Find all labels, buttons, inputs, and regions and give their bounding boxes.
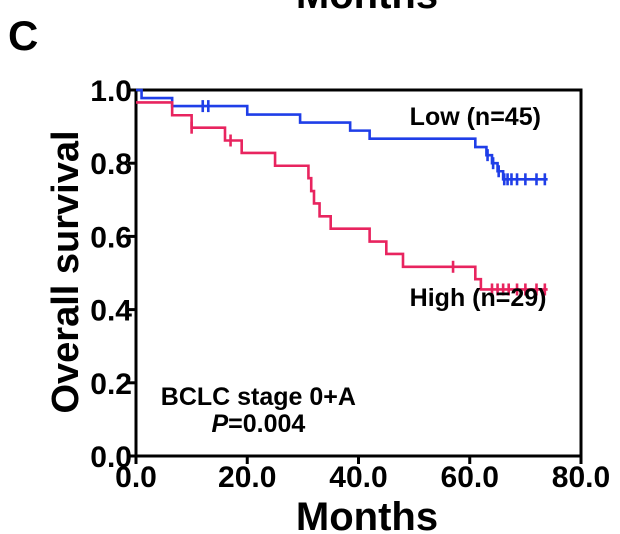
x-tick-label: 60.0 [441, 461, 499, 494]
y-tick-label: 0.2 [90, 368, 132, 401]
annotation-low: Low (n=45) [410, 103, 541, 131]
y-tick-label: 0.0 [90, 441, 132, 474]
y-tick-label: 0.6 [90, 221, 132, 254]
annotation-pvalue: P=0.004 [211, 410, 305, 438]
top-cut-label: Months [296, 0, 438, 17]
y-tick-label: 0.4 [90, 295, 132, 328]
y-tick-label: 0.8 [90, 148, 132, 181]
x-tick-label: 40.0 [329, 461, 387, 494]
x-tick-label: 0.0 [115, 461, 157, 494]
y-tick-label: 1.0 [90, 75, 132, 108]
annotation-stage: BCLC stage 0+A [161, 383, 356, 411]
y-axis-title: Overall survival [45, 130, 87, 413]
x-axis-title: Months [296, 495, 438, 534]
pvalue-number: =0.004 [228, 410, 305, 438]
survival-curve-high [136, 101, 548, 291]
panel-label: C [8, 12, 38, 59]
pvalue-italic: P [211, 410, 228, 438]
annotation-high: High (n=29) [410, 284, 547, 312]
x-tick-label: 20.0 [218, 461, 276, 494]
x-tick-label: 80.0 [552, 461, 610, 494]
plot-area: 0.0 0.2 0.4 0.6 0.8 1.0 0.0 20.0 40.0 60.0 80.0 [90, 75, 610, 494]
